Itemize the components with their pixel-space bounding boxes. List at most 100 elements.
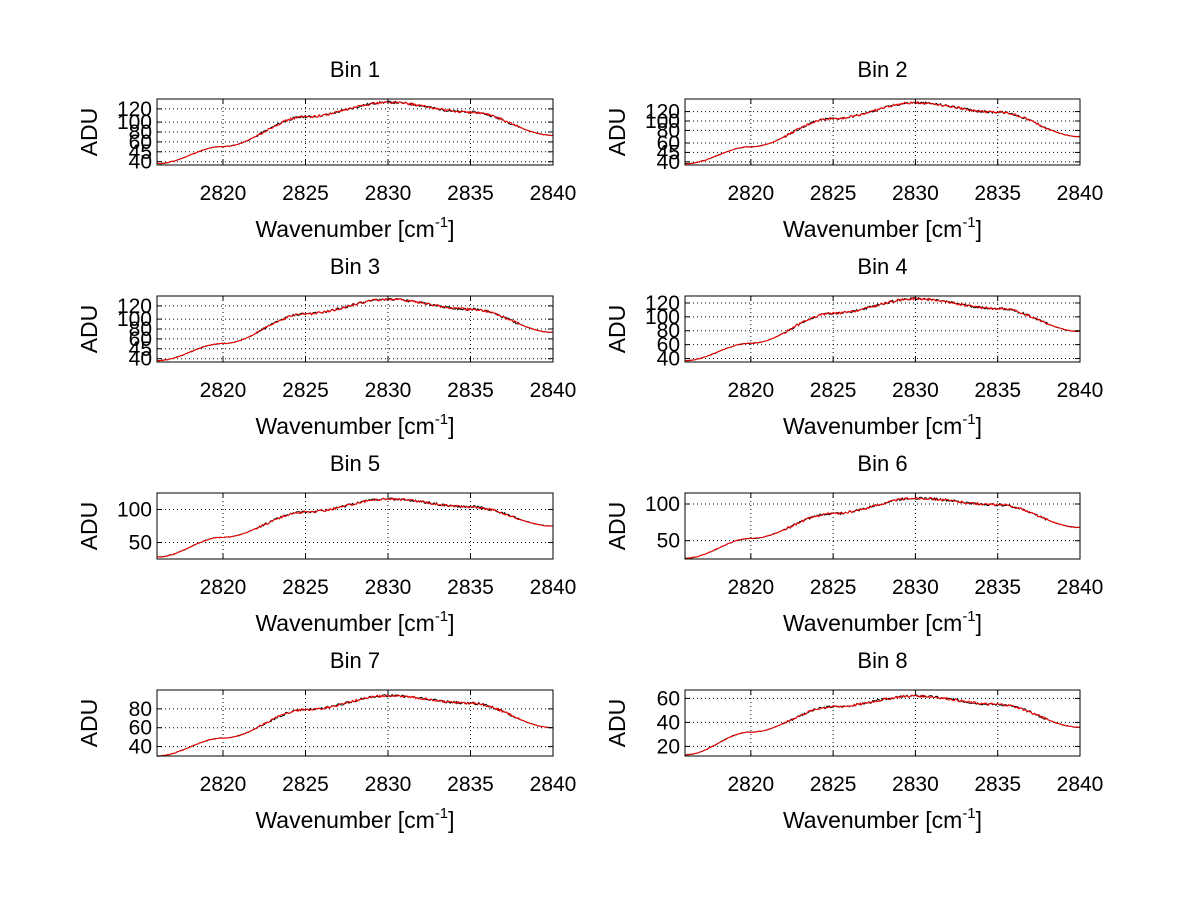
y-tick-label: 50 — [657, 530, 680, 553]
x-tick-label: 2840 — [530, 773, 577, 796]
x-axis-label: Wavenumber [cm-1] — [255, 411, 454, 439]
x-axis-label: Wavenumber [cm-1] — [783, 214, 982, 242]
x-tick-label: 2835 — [447, 576, 494, 599]
x-axis-label-end: ] — [976, 413, 982, 439]
x-tick-label: 2835 — [974, 379, 1021, 402]
y-tick-label: 80 — [657, 320, 680, 343]
y-tick-label: 100 — [117, 308, 152, 331]
y-tick-label: 100 — [117, 499, 152, 522]
axes-box — [684, 295, 1081, 363]
x-axis-label: Wavenumber [cm-1] — [783, 411, 982, 439]
y-tick-label: 45 — [657, 141, 680, 164]
x-tick-label: 2820 — [200, 773, 247, 796]
x-axis-label-main: Wavenumber [cm — [255, 807, 434, 833]
y-axis-label: ADU — [76, 305, 102, 354]
y-tick-label: 60 — [129, 328, 152, 351]
series-line-red — [156, 497, 554, 558]
x-tick-label: 2835 — [447, 773, 494, 796]
y-tick-label: 80 — [129, 121, 152, 144]
x-tick-label: 2825 — [282, 576, 329, 599]
x-axis-label-main: Wavenumber [cm — [255, 413, 434, 439]
y-tick-label: 100 — [645, 110, 680, 133]
x-tick-label: 2835 — [974, 576, 1021, 599]
x-tick-label: 2830 — [365, 182, 412, 205]
series-line-black — [157, 497, 554, 558]
axes-box — [156, 689, 554, 757]
series-line-red — [684, 100, 1081, 165]
x-tick-label: 2840 — [530, 379, 577, 402]
subplot-title: Bin 8 — [857, 648, 907, 673]
x-tick-label: 2825 — [282, 379, 329, 402]
x-tick-label: 2840 — [1057, 379, 1104, 402]
subplot-title: Bin 1 — [330, 57, 380, 82]
x-tick-label: 2835 — [974, 773, 1021, 796]
x-tick-label: 2825 — [810, 182, 857, 205]
subplot-title: Bin 4 — [857, 254, 907, 279]
y-axis-label: ADU — [604, 305, 630, 354]
x-tick-label: 2825 — [282, 182, 329, 205]
x-tick-label: 2820 — [727, 773, 774, 796]
series-line-red — [684, 693, 1081, 756]
y-axis-label: ADU — [604, 108, 630, 157]
y-tick-label: 100 — [645, 493, 680, 516]
y-tick-label: 120 — [645, 292, 680, 315]
x-axis-label-end: ] — [448, 413, 454, 439]
y-axis-label: ADU — [604, 699, 630, 748]
x-tick-label: 2840 — [1057, 576, 1104, 599]
y-tick-label: 60 — [657, 687, 680, 710]
x-axis-label-main: Wavenumber [cm — [255, 610, 434, 636]
y-tick-label: 45 — [129, 141, 152, 164]
y-tick-label: 40 — [657, 711, 680, 734]
x-axis-label-superscript: -1 — [435, 805, 448, 822]
x-tick-label: 2820 — [200, 576, 247, 599]
x-tick-label: 2830 — [892, 379, 939, 402]
y-tick-label: 80 — [129, 318, 152, 341]
series-line-red — [156, 694, 554, 757]
subplot-title: Bin 3 — [330, 254, 380, 279]
x-tick-label: 2830 — [892, 576, 939, 599]
x-axis-label-main: Wavenumber [cm — [255, 216, 434, 242]
y-axis-label: ADU — [604, 502, 630, 551]
x-axis-label-superscript: -1 — [435, 608, 448, 625]
y-tick-label: 80 — [129, 698, 152, 721]
x-tick-label: 2820 — [727, 576, 774, 599]
x-axis-label-superscript: -1 — [962, 805, 975, 822]
axes-box — [684, 689, 1081, 757]
x-axis-label-end: ] — [448, 807, 454, 833]
x-axis-label-main: Wavenumber [cm — [783, 216, 962, 242]
y-tick-label: 120 — [117, 295, 152, 318]
x-axis-label: Wavenumber [cm-1] — [783, 608, 982, 636]
y-tick-label: 60 — [129, 131, 152, 154]
y-tick-label: 40 — [129, 151, 152, 174]
series-line-red — [156, 297, 554, 362]
x-axis-label: Wavenumber [cm-1] — [255, 608, 454, 636]
x-axis-label-main: Wavenumber [cm — [783, 413, 962, 439]
x-tick-label: 2830 — [892, 182, 939, 205]
x-tick-label: 2835 — [447, 379, 494, 402]
x-axis-label-main: Wavenumber [cm — [783, 610, 962, 636]
y-tick-label: 20 — [657, 735, 680, 758]
x-axis-label-superscript: -1 — [435, 214, 448, 231]
x-axis-label-end: ] — [976, 807, 982, 833]
x-axis-label-end: ] — [448, 610, 454, 636]
x-tick-label: 2825 — [810, 379, 857, 402]
subplot-title: Bin 5 — [330, 451, 380, 476]
x-axis-label-main: Wavenumber [cm — [783, 807, 962, 833]
subplot-title: Bin 7 — [330, 648, 380, 673]
subplot-title: Bin 6 — [857, 451, 907, 476]
axes-box — [684, 492, 1081, 560]
x-tick-label: 2825 — [282, 773, 329, 796]
subplot-6: 2820 2825 2830 2835 2840 50 100 Bin 6 Wavenumber… — [604, 451, 1103, 636]
x-tick-label: 2820 — [727, 182, 774, 205]
x-axis-label-end: ] — [976, 216, 982, 242]
y-axis-label: ADU — [76, 699, 102, 748]
x-tick-label: 2830 — [892, 773, 939, 796]
x-tick-label: 2835 — [447, 182, 494, 205]
x-tick-label: 2825 — [810, 773, 857, 796]
y-axis-label: ADU — [76, 108, 102, 157]
